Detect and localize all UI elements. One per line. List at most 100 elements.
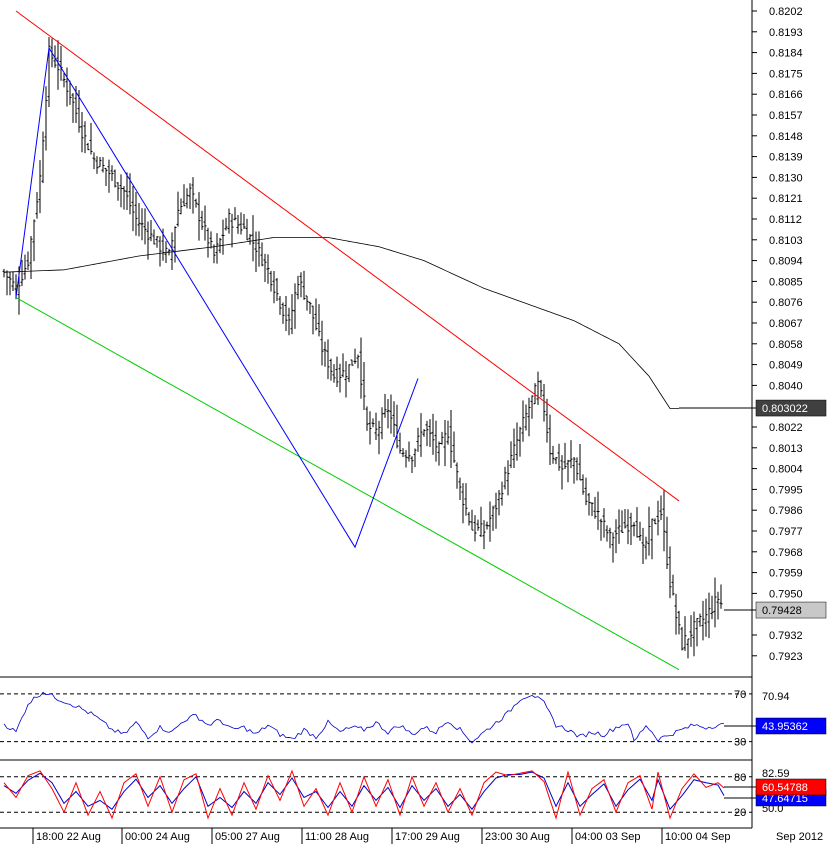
price-bar [680, 626, 684, 651]
price-bar [221, 219, 225, 255]
time-tick-label: 11:00 28 Aug [305, 831, 369, 843]
price-bar [140, 208, 144, 241]
price-bar [662, 490, 666, 552]
price-bar [95, 156, 99, 174]
price-bar [356, 354, 360, 369]
price-bar [545, 398, 549, 443]
price-bar [26, 251, 30, 271]
price-bar [611, 532, 615, 563]
price-bar [146, 221, 150, 260]
price-bar [695, 618, 699, 647]
price-bar [536, 371, 540, 406]
price-bar [125, 172, 129, 211]
price-bar [326, 339, 330, 380]
price-bar [566, 459, 570, 483]
price-bar [653, 518, 657, 525]
price-bar [233, 207, 237, 221]
price-bar [335, 356, 339, 388]
price-bar [107, 159, 111, 193]
price-bar [557, 443, 561, 471]
price-bar [452, 431, 456, 463]
rsi-panel[interactable]: 70 30 70.94 [0, 689, 790, 749]
price-bar [266, 254, 270, 284]
rsi-level-label: 30 [734, 737, 746, 749]
price-bar [230, 213, 234, 248]
price-bar [53, 45, 57, 68]
price-bar [359, 337, 363, 399]
price-bar [416, 427, 420, 452]
price-bar [398, 432, 402, 454]
price-bar [278, 295, 282, 315]
price-bar [239, 212, 243, 235]
price-bar [473, 515, 477, 542]
price-bar [311, 305, 315, 335]
price-bar [521, 400, 525, 442]
price-bar [35, 192, 39, 219]
price-bar [281, 302, 285, 324]
price-bar [11, 271, 15, 292]
price-bar [638, 521, 642, 541]
price-bar [320, 320, 324, 366]
price-tick-label: 0.8139 [769, 152, 803, 164]
price-bar [122, 186, 126, 210]
stoch-k-value-box [755, 778, 827, 796]
price-bar [104, 167, 108, 187]
price-bar [617, 509, 621, 544]
price-bar [587, 493, 591, 516]
price-bar [317, 304, 321, 337]
price-tick-label: 0.8058 [769, 339, 803, 351]
price-bar [143, 208, 147, 245]
price-bar [332, 364, 336, 383]
price-bar [596, 491, 600, 530]
price-bar [458, 477, 462, 500]
price-bar [563, 442, 567, 470]
price-bar [365, 406, 369, 431]
price-bar [593, 496, 597, 519]
price-bar [116, 182, 120, 201]
price-bar [716, 591, 720, 620]
price-bar [101, 157, 105, 173]
price-tick-label: 0.8121 [769, 193, 803, 205]
price-bar [134, 192, 138, 236]
price-bar [254, 231, 258, 273]
price-bar [113, 169, 117, 188]
rsi-value-box [755, 717, 827, 735]
zigzag-line [15, 46, 419, 549]
price-tick-label: 0.8202 [769, 6, 803, 18]
price-bar [608, 527, 612, 549]
price-tick-label: 0.8157 [769, 110, 803, 122]
price-bar [290, 294, 294, 335]
price-bar [683, 616, 687, 651]
price-bar [434, 420, 438, 462]
price-bar [470, 509, 474, 531]
price-bar [272, 270, 276, 304]
price-bar [155, 236, 159, 248]
price-bar [344, 361, 348, 398]
price-bar [170, 232, 174, 271]
price-bar [656, 500, 660, 536]
price-bar [89, 122, 93, 155]
price-bar [428, 419, 432, 447]
price-bar [419, 413, 423, 457]
price-bar [164, 241, 168, 263]
price-bar [245, 218, 249, 241]
price-tick-label: 0.8112 [769, 214, 802, 226]
price-tick-label: 0.7977 [769, 526, 803, 538]
price-bar [338, 363, 342, 393]
price-bar [689, 615, 693, 647]
price-bar [395, 404, 399, 449]
price-bar [509, 441, 513, 469]
price-bar [377, 420, 381, 455]
price-bar [692, 611, 696, 657]
price-bar [413, 448, 417, 468]
price-bar [719, 584, 723, 609]
price-panel[interactable]: 0.8202 0.8193 0.8184 0.8175 0.8166 0.8157 0.81… [2, 6, 803, 671]
price-bar [20, 259, 24, 287]
price-bar [506, 460, 510, 496]
price-bar [353, 348, 357, 364]
price-bar [305, 295, 309, 311]
price-bar [197, 192, 201, 241]
price-bar [173, 226, 177, 263]
price-bar [194, 198, 198, 208]
